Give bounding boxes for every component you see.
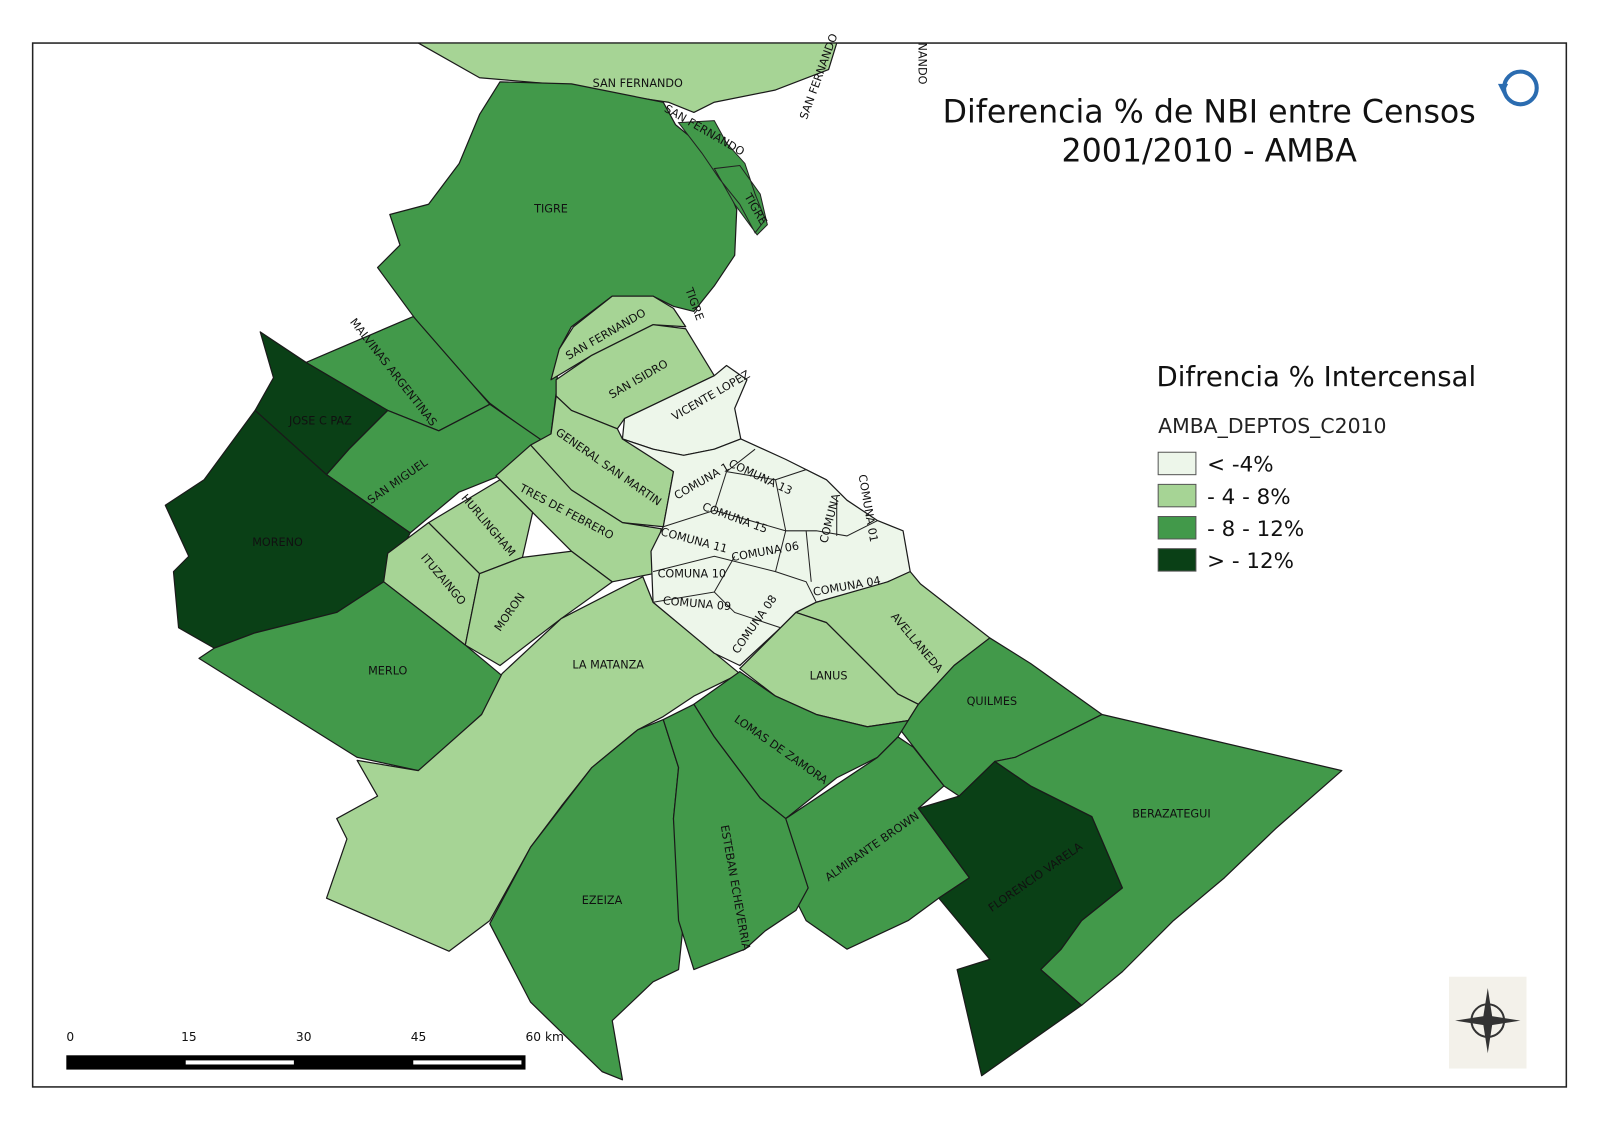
legend-label: - 8 - 12% <box>1207 517 1304 542</box>
region <box>662 703 809 971</box>
legend-label: < -4% <box>1207 453 1273 478</box>
logo <box>1497 69 1539 107</box>
region-label: LA MATANZA <box>572 658 644 671</box>
legend-label: > - 12% <box>1207 549 1294 574</box>
legend-swatch <box>1157 516 1197 540</box>
scale-label: 45 <box>411 1030 427 1044</box>
region-label: SAN FERNANDO <box>593 77 683 90</box>
region-label: MERLO <box>368 665 407 678</box>
comuna-label: COMUNA 10 <box>658 568 726 581</box>
legend-swatch <box>1157 483 1197 508</box>
scale-label: 0 <box>66 1030 74 1044</box>
legend-layer: AMBA_DEPTOS_C2010 <box>1158 414 1386 439</box>
scale-bar-segment <box>413 1060 522 1065</box>
region <box>994 713 1343 1006</box>
region-label: TIGRE <box>533 202 568 215</box>
region <box>325 403 544 534</box>
region-label: QUILMES <box>967 695 1018 708</box>
region-label: BERAZATEGUI <box>1132 807 1210 820</box>
region <box>417 42 838 114</box>
region-label: MORENO <box>252 536 303 549</box>
map-title: Diferencia % de NBI entre Censos <box>943 95 1476 131</box>
scale-label: 15 <box>181 1030 197 1044</box>
legend-swatch <box>1157 451 1197 476</box>
region-label: EZEIZA <box>582 894 623 907</box>
regions <box>164 42 1343 1081</box>
scale-bar: 0 15 30 45 60 km <box>66 1030 564 1070</box>
comuna-borders <box>652 448 878 629</box>
legend-swatch <box>1157 548 1197 572</box>
legend-label: - 4 - 8% <box>1207 485 1290 510</box>
scale-bar-body <box>66 1055 526 1070</box>
map-title: 2001/2010 - AMBA <box>1061 133 1357 169</box>
legend: Difrencia % Intercensal AMBA_DEPTOS_C201… <box>1157 361 1477 574</box>
scale-label: 30 <box>296 1030 312 1044</box>
islands <box>677 120 768 236</box>
region-label: LANUS <box>810 670 848 683</box>
compass <box>1448 976 1527 1069</box>
scale-label: 60 km <box>526 1030 564 1044</box>
comuna-label: COMUNA 09 <box>662 594 731 613</box>
region-label: JOSE C PAZ <box>288 415 352 428</box>
region <box>464 550 613 667</box>
logo-arrow <box>1497 83 1509 95</box>
compass-needle <box>1455 1015 1521 1026</box>
scale-bar-segment <box>185 1060 294 1065</box>
legend-items: < -4% - 4 - 8% - 8 - 12% > - 12% <box>1157 451 1304 574</box>
legend-title: Difrencia % Intercensal <box>1157 361 1477 393</box>
island-label: NANDO <box>915 42 928 84</box>
